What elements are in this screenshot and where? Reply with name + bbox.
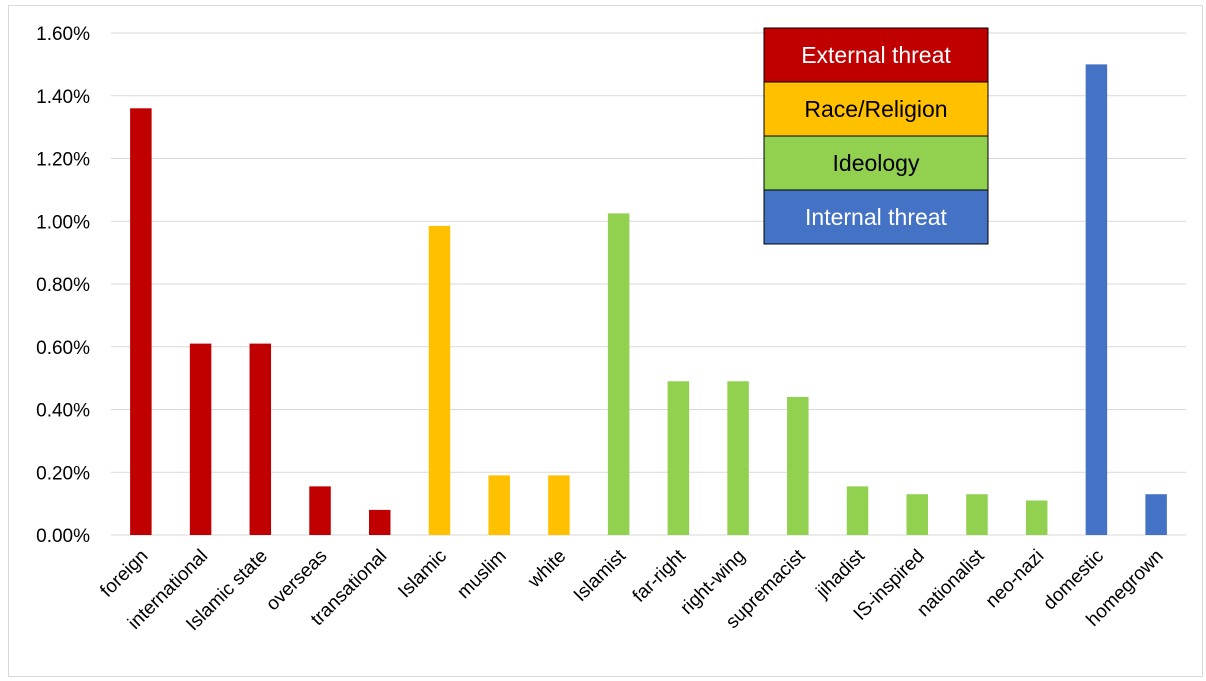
y-tick-label: 1.20% xyxy=(36,150,90,171)
y-tick-label: 1.00% xyxy=(36,212,90,233)
bar xyxy=(249,343,272,535)
y-tick-label: 1.60% xyxy=(36,24,90,45)
bar xyxy=(130,108,152,536)
bar xyxy=(189,343,212,535)
chart-area xyxy=(8,5,1203,677)
bar xyxy=(846,486,869,535)
x-tick-label: muslim xyxy=(453,546,510,603)
legend: External threat Race/Religion Ideology Inte… xyxy=(763,27,989,245)
x-tick-label: far-right xyxy=(629,545,691,607)
x-tick-label: Islamic xyxy=(394,546,451,603)
y-tick-label: 0.20% xyxy=(36,463,90,484)
legend-swatch xyxy=(763,189,989,245)
bars xyxy=(130,64,1167,536)
bar xyxy=(548,475,570,535)
x-tick-label: foreign xyxy=(96,546,152,602)
bar xyxy=(966,494,988,535)
bar xyxy=(488,475,510,535)
gridlines xyxy=(111,32,1186,536)
bar xyxy=(1025,500,1048,535)
x-tick-label: neo-nazi xyxy=(982,546,1048,612)
bar xyxy=(906,494,928,535)
legend-label: Internal threat xyxy=(805,204,948,230)
bar xyxy=(428,225,451,536)
bar xyxy=(787,396,809,535)
y-tick-label: 0.40% xyxy=(36,401,90,422)
bar xyxy=(309,486,331,535)
bar xyxy=(1085,64,1108,535)
bar xyxy=(727,381,749,535)
bar xyxy=(1145,494,1167,535)
bar xyxy=(369,509,391,535)
y-tick-label: 1.40% xyxy=(36,87,90,108)
legend-swatch xyxy=(763,27,989,83)
bar xyxy=(607,213,630,535)
x-tick-label: jihadist xyxy=(812,545,870,603)
bar xyxy=(667,381,690,535)
legend-label: External threat xyxy=(801,42,951,68)
y-axis-ticks: 0.00% 0.20% 0.40% 0.60% 0.80% 1.00% 1.20% 1.40%… xyxy=(36,24,90,547)
legend-swatch xyxy=(763,135,989,191)
legend-swatch xyxy=(763,81,989,137)
y-tick-label: 0.00% xyxy=(36,526,90,547)
y-tick-label: 0.60% xyxy=(36,338,90,359)
y-tick-label: 0.80% xyxy=(36,275,90,296)
legend-label: Race/Religion xyxy=(804,96,947,122)
x-tick-label: Islamist xyxy=(570,545,631,606)
x-tick-label: white xyxy=(524,546,571,593)
legend-label: Ideology xyxy=(833,150,920,176)
